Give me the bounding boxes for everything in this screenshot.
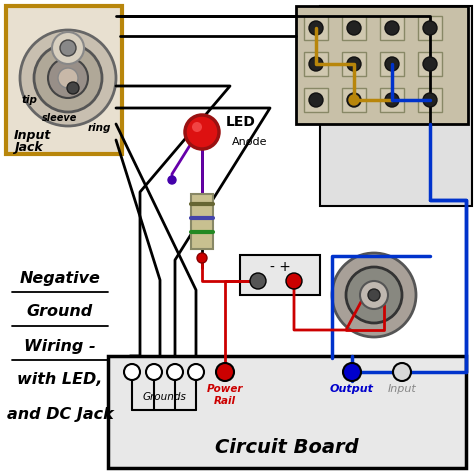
Text: Output: Output	[330, 384, 374, 394]
Text: Grounds: Grounds	[142, 392, 186, 402]
Circle shape	[188, 364, 204, 380]
Circle shape	[60, 40, 76, 56]
Bar	[304, 52, 328, 76]
Bar	[240, 255, 320, 295]
Text: tip: tip	[22, 95, 38, 105]
Circle shape	[67, 82, 79, 94]
Circle shape	[368, 289, 380, 301]
Text: Input: Input	[388, 384, 416, 394]
Circle shape	[423, 93, 437, 107]
Circle shape	[52, 32, 84, 64]
Circle shape	[20, 30, 116, 126]
Bar	[380, 88, 404, 112]
Circle shape	[34, 44, 102, 112]
Circle shape	[360, 281, 388, 309]
Bar	[6, 6, 122, 154]
Bar	[191, 194, 213, 249]
Bar	[418, 88, 442, 112]
Circle shape	[124, 364, 140, 380]
Bar	[108, 356, 466, 468]
Circle shape	[146, 364, 162, 380]
Circle shape	[393, 363, 411, 381]
Circle shape	[347, 57, 361, 71]
Bar	[380, 52, 404, 76]
Circle shape	[332, 253, 416, 337]
Text: Anode: Anode	[232, 137, 267, 147]
Text: Wiring -: Wiring -	[24, 338, 96, 354]
Text: Input: Input	[14, 129, 51, 141]
Circle shape	[423, 21, 437, 35]
Bar	[296, 6, 468, 124]
Text: ring: ring	[88, 123, 111, 133]
Circle shape	[309, 57, 323, 71]
Text: - +: - +	[270, 260, 291, 274]
Bar	[304, 16, 328, 40]
Circle shape	[423, 57, 437, 71]
Circle shape	[385, 57, 399, 71]
Text: Ground: Ground	[27, 305, 93, 319]
Text: Jack: Jack	[14, 141, 43, 155]
Bar	[380, 16, 404, 40]
Circle shape	[192, 122, 202, 132]
Circle shape	[167, 364, 183, 380]
Circle shape	[349, 95, 359, 105]
Circle shape	[48, 58, 88, 98]
Text: with LED,: with LED,	[18, 373, 103, 387]
Circle shape	[309, 93, 323, 107]
Text: and DC Jack: and DC Jack	[7, 407, 113, 422]
Circle shape	[347, 93, 361, 107]
Circle shape	[347, 21, 361, 35]
Text: LED: LED	[226, 115, 256, 129]
Circle shape	[385, 21, 399, 35]
Bar	[342, 88, 366, 112]
Bar	[418, 52, 442, 76]
Bar	[304, 88, 328, 112]
Circle shape	[197, 253, 207, 263]
Circle shape	[185, 115, 219, 149]
Circle shape	[216, 363, 234, 381]
Circle shape	[309, 21, 323, 35]
Bar	[418, 16, 442, 40]
Circle shape	[58, 68, 78, 88]
Text: Negative: Negative	[19, 270, 100, 286]
Text: sleeve: sleeve	[42, 113, 77, 123]
Circle shape	[250, 273, 266, 289]
Circle shape	[286, 273, 302, 289]
Text: Circuit Board: Circuit Board	[215, 438, 359, 457]
Circle shape	[343, 363, 361, 381]
Bar	[342, 52, 366, 76]
Bar	[342, 16, 366, 40]
Circle shape	[385, 93, 399, 107]
Bar	[320, 6, 472, 206]
Text: Power
Rail: Power Rail	[207, 384, 243, 406]
Circle shape	[168, 176, 176, 184]
Circle shape	[346, 267, 402, 323]
